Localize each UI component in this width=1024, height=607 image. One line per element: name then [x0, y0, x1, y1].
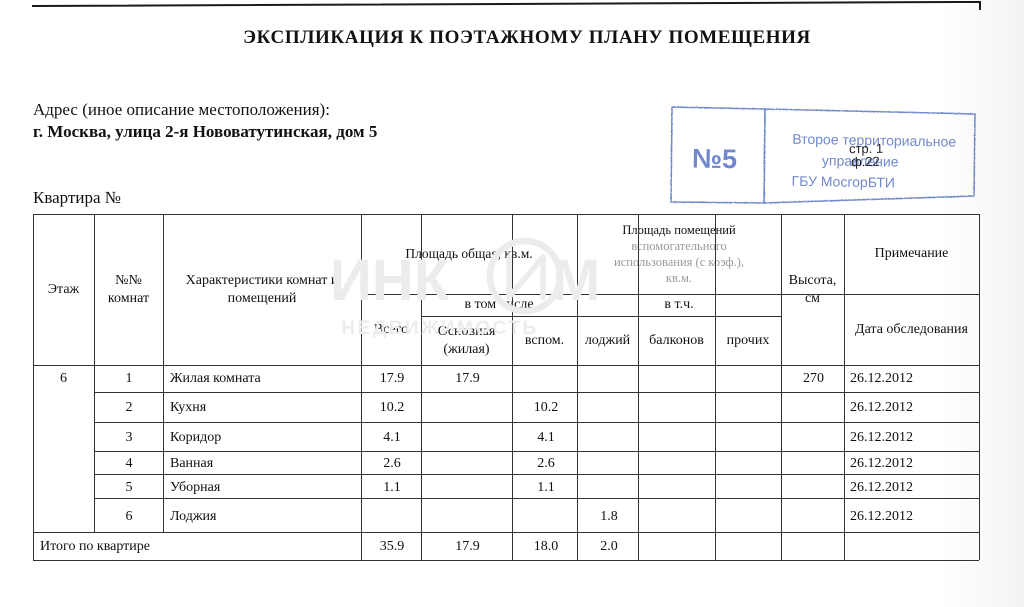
- svg-text:М: М: [552, 248, 600, 313]
- svg-text:ИНК: ИНК: [330, 248, 450, 313]
- svg-text:№5: №5: [692, 144, 738, 175]
- svg-text:ГБУ МосгорБТИ: ГБУ МосгорБТИ: [791, 173, 895, 191]
